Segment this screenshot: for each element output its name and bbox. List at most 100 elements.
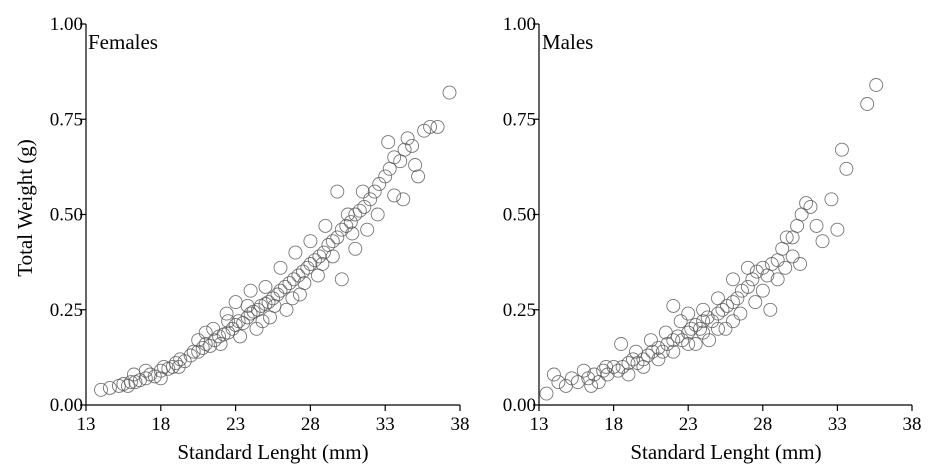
data-point	[95, 383, 108, 396]
data-point	[656, 345, 669, 358]
data-point	[208, 334, 221, 347]
data-point	[800, 197, 813, 210]
data-point	[571, 376, 584, 389]
data-point	[731, 292, 744, 305]
data-point	[139, 364, 152, 377]
data-point	[750, 265, 763, 278]
data-point	[283, 277, 296, 290]
data-point	[274, 261, 287, 274]
data-point	[244, 284, 257, 297]
data-point	[630, 345, 643, 358]
data-point	[341, 208, 354, 221]
x-tick-label: 38	[451, 414, 470, 435]
data-point	[835, 143, 848, 156]
y-tick-label: 0.00	[50, 395, 83, 416]
data-point	[765, 258, 778, 271]
data-point	[229, 296, 242, 309]
x-tick-label: 23	[679, 414, 698, 435]
data-point	[418, 124, 431, 137]
panel-label-females: Females	[88, 30, 158, 54]
data-point	[689, 338, 702, 351]
y-tick-label: 0.25	[50, 300, 83, 321]
data-point	[667, 299, 680, 312]
data-point	[394, 155, 407, 168]
data-point	[741, 261, 754, 274]
y-tick-label: 0.50	[50, 205, 83, 226]
data-point	[388, 189, 401, 202]
y-tick-label: 0.00	[503, 395, 536, 416]
data-point	[443, 86, 456, 99]
data-point	[319, 219, 332, 232]
data-point	[406, 139, 419, 152]
data-point	[398, 143, 411, 156]
data-point	[368, 185, 381, 198]
x-tick-label: 23	[226, 414, 245, 435]
data-point	[331, 231, 344, 244]
data-point	[786, 231, 799, 244]
data-point	[764, 303, 777, 316]
data-point	[727, 315, 740, 328]
data-point	[280, 303, 293, 316]
data-point	[552, 376, 565, 389]
data-point	[585, 379, 598, 392]
data-point	[331, 185, 344, 198]
data-point	[259, 280, 272, 293]
data-point	[615, 338, 628, 351]
data-point	[268, 299, 281, 312]
data-point	[361, 223, 374, 236]
data-point	[409, 159, 422, 172]
data-point	[382, 136, 395, 149]
data-point	[804, 200, 817, 213]
data-point	[296, 265, 309, 278]
data-point	[353, 204, 366, 217]
data-point	[637, 353, 650, 366]
data-point	[734, 307, 747, 320]
x-axis-title: Standard Lenght (mm)	[630, 440, 821, 464]
x-tick-label: 28	[753, 414, 772, 435]
x-tick-label: 33	[828, 414, 847, 435]
data-point	[831, 223, 844, 236]
data-point	[597, 364, 610, 377]
data-point	[701, 311, 714, 324]
y-tick-label: 0.25	[503, 300, 536, 321]
panel-label-males: Males	[542, 30, 593, 54]
data-point	[401, 132, 414, 145]
data-point	[780, 231, 793, 244]
data-point	[335, 223, 348, 236]
data-point	[279, 280, 292, 293]
x-tick-label: 18	[604, 414, 623, 435]
data-point	[349, 208, 362, 221]
data-point	[637, 360, 650, 373]
data-point	[313, 250, 326, 263]
data-point	[659, 326, 672, 339]
females-panel: Total Weight (g) Females Standard Lenght…	[13, 14, 470, 464]
data-point	[412, 170, 425, 183]
data-point	[810, 219, 823, 232]
x-axis-title: Standard Lenght (mm)	[177, 440, 368, 464]
x-tick-label: 33	[376, 414, 395, 435]
data-point	[196, 341, 209, 354]
data-point	[547, 368, 560, 381]
data-point	[121, 379, 134, 392]
data-point	[234, 330, 247, 343]
data-point	[311, 269, 324, 282]
data-point	[286, 292, 299, 305]
data-point	[289, 246, 302, 259]
y-tick-label: 0.75	[50, 109, 83, 130]
data-point	[727, 273, 740, 286]
data-point	[600, 360, 613, 373]
x-tick-label: 38	[903, 414, 922, 435]
data-point	[308, 254, 321, 267]
data-point	[582, 372, 595, 385]
males-panel: Males Standard Lenght (mm) 0.000.250.500…	[503, 14, 922, 464]
data-point	[794, 258, 807, 271]
data-point	[577, 364, 590, 377]
data-point	[271, 288, 284, 301]
data-point	[237, 317, 250, 330]
data-point	[727, 296, 740, 309]
data-point	[825, 193, 838, 206]
data-point	[779, 261, 792, 274]
data-point	[304, 258, 317, 271]
data-point	[749, 296, 762, 309]
